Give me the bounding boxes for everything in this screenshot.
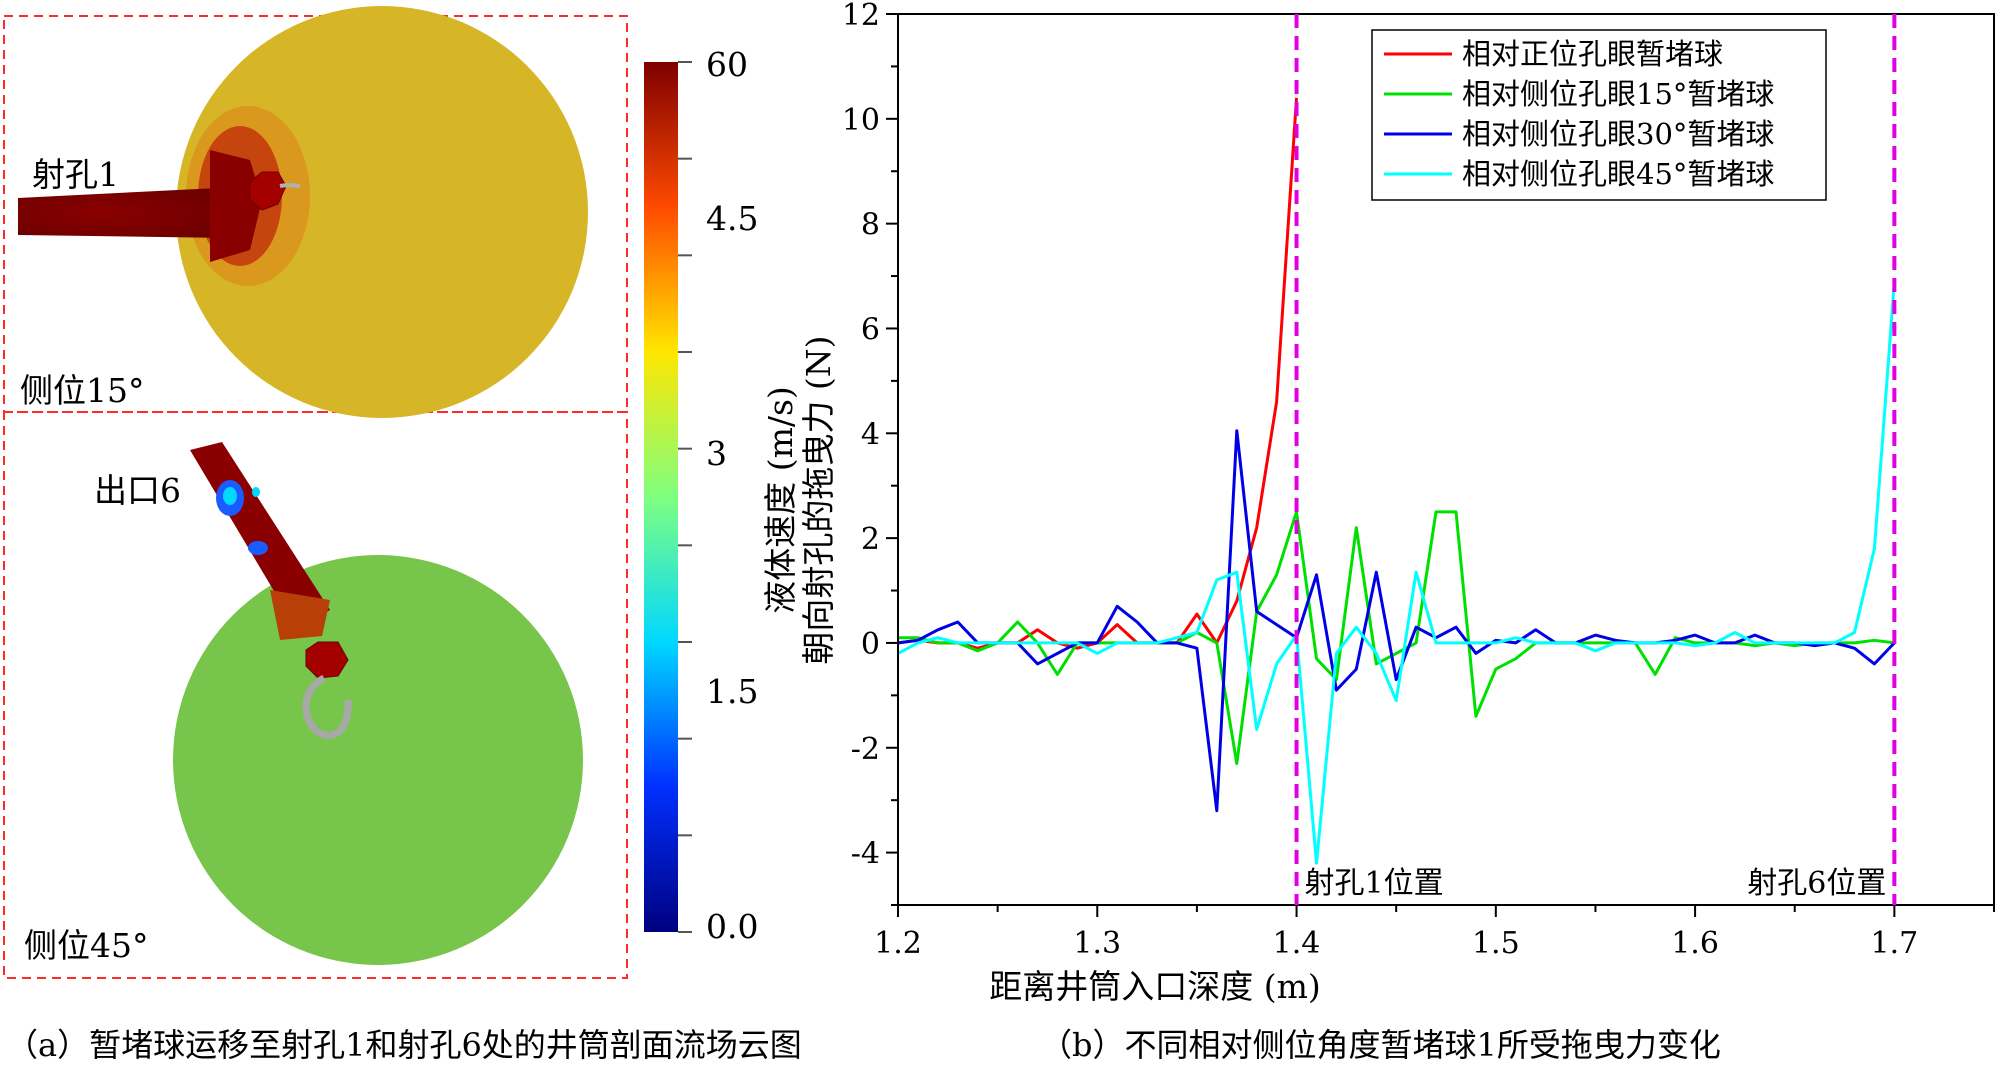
label-angle-45: 侧位45° — [24, 926, 149, 965]
ball-top — [249, 171, 287, 211]
y-tick-label: 8 — [861, 208, 880, 243]
y-tick-label: -2 — [851, 732, 880, 767]
colorbar-tick-3: 3 — [706, 434, 727, 473]
y-axis-label: 朝向射孔的拖曳力 (N) — [799, 335, 838, 664]
legend-label: 相对侧位孔眼30°暂堵球 — [1462, 117, 1774, 151]
reference-line-label: 射孔1位置 — [1305, 866, 1444, 901]
legend-label: 相对正位孔眼暂堵球 — [1462, 37, 1723, 71]
perforation-1-mouth — [210, 150, 262, 262]
ball-tether-bottom — [302, 674, 352, 739]
legend-label: 相对侧位孔眼15°暂堵球 — [1462, 77, 1774, 111]
y-tick-label: 10 — [842, 103, 880, 138]
x-tick-label: 1.4 — [1273, 926, 1321, 961]
plot-frame — [897, 13, 1995, 906]
caption-b: （b）不同相对侧位角度暂堵球1所受拖曳力变化 — [1040, 1026, 1721, 1064]
legend-box — [1371, 29, 1827, 201]
bottom-section — [173, 442, 583, 965]
ball-tether-top — [279, 183, 301, 188]
y-tick-label: 12 — [842, 0, 880, 33]
y-tick-label: 6 — [861, 312, 880, 347]
series-line — [897, 281, 1896, 865]
colorbar-tick-1-5: 1.5 — [706, 672, 758, 711]
wellbore-top — [176, 6, 588, 418]
frame-bottom — [3, 411, 628, 979]
outlet-6-base — [270, 590, 330, 640]
outlet-spot-1-core — [223, 487, 237, 505]
caption-a: （a）暂堵球运移至射孔1和射孔6处的井筒剖面流场云图 — [6, 1026, 802, 1064]
y-tick-label: 2 — [861, 522, 880, 557]
colorbar-max-label: 60 — [706, 45, 748, 84]
label-perforation-1: 射孔1 — [32, 155, 119, 194]
x-tick-label: 1.5 — [1472, 926, 1520, 961]
x-tick-label: 1.6 — [1671, 926, 1719, 961]
x-tick-label: 1.3 — [1073, 926, 1121, 961]
colorbar: 60 4.5 3 1.5 0.0 — [644, 45, 758, 946]
y-tick-label: 4 — [861, 417, 880, 452]
label-angle-15: 侧位15° — [20, 371, 145, 410]
top-section — [18, 6, 588, 418]
flow-field-panel: 射孔1 侧位15° 出口6 侧位45° — [3, 6, 628, 979]
series-line — [897, 97, 1298, 650]
y-tick-label: 0 — [861, 627, 880, 662]
wellbore-bottom — [173, 555, 583, 965]
x-axis-label: 距离井筒入口深度 (m) — [989, 967, 1321, 1006]
legend-label: 相对侧位孔眼45°暂堵球 — [1462, 157, 1774, 191]
ball-bottom — [305, 641, 349, 679]
perforation-1 — [18, 188, 230, 238]
colorbar-tick-0: 0.0 — [706, 907, 758, 946]
y-tick-label: -4 — [851, 837, 880, 872]
drag-force-chart: 1.2 1.3 1.4 1.5 1.6 1.7 -4 -2 0 2 4 6 8 10 12 射孔1位置 射孔6位… — [761, 0, 1995, 1006]
label-outlet-6: 出口6 — [94, 471, 181, 510]
series-line — [897, 429, 1896, 813]
colorbar-title: 液体速度 (m/s) — [761, 386, 800, 614]
x-tick-label: 1.7 — [1871, 926, 1919, 961]
outlet-spot-3 — [252, 487, 260, 497]
reference-line-label: 射孔6位置 — [1747, 866, 1886, 901]
outlet-spot-2 — [248, 541, 268, 555]
colorbar-tick-4-5: 4.5 — [706, 199, 758, 238]
x-tick-label: 1.2 — [874, 926, 922, 961]
colorbar-gradient — [644, 62, 678, 932]
